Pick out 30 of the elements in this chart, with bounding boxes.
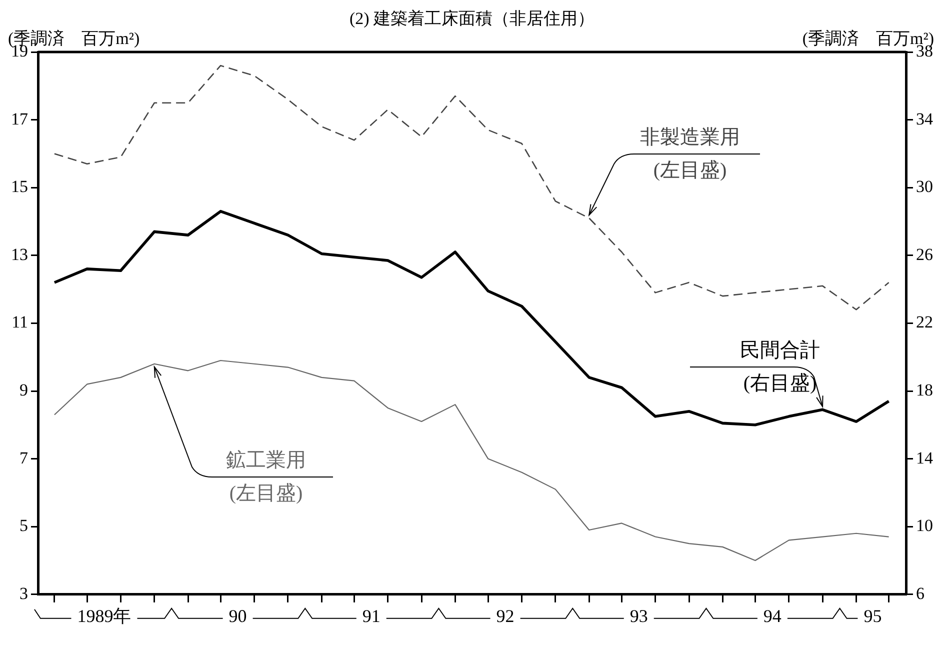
y2-tick-label: 6 xyxy=(916,584,924,603)
x-tick-label: 94 xyxy=(763,606,782,626)
y2-tick-label: 30 xyxy=(916,177,933,196)
y-tick-label: 7 xyxy=(20,448,28,468)
y-tick-label: 3 xyxy=(20,584,28,603)
x-tick-label: 92 xyxy=(496,606,514,626)
y2-tick-label: 34 xyxy=(916,109,934,128)
x-tick-label: 91 xyxy=(362,606,380,626)
y-tick-label: 5 xyxy=(20,516,28,536)
chart-title: (2) 建築着工床面積（非居住用） xyxy=(349,9,595,28)
annotation: (左目盛) xyxy=(653,159,727,182)
y2-tick-label: 26 xyxy=(916,244,933,264)
x-tick-label: 90 xyxy=(228,606,247,626)
y2-tick-label: 10 xyxy=(916,516,933,536)
y-tick-label: 11 xyxy=(12,312,28,332)
y2-tick-label: 14 xyxy=(916,448,934,468)
annotation: (左目盛) xyxy=(229,482,303,504)
y-tick-label: 15 xyxy=(11,177,28,196)
x-tick-label: 93 xyxy=(630,606,648,626)
y-tick-label: 9 xyxy=(20,380,28,400)
y2-tick-label: 18 xyxy=(916,380,933,400)
text: 民間合計 xyxy=(740,339,820,362)
y-tick-label: 13 xyxy=(11,244,28,264)
text: 鉱工業用 xyxy=(226,449,306,472)
x-tick-label: 95 xyxy=(864,606,882,626)
y-tick-label: 17 xyxy=(11,109,28,128)
line-series xyxy=(54,64,890,310)
y2-tick-label: 22 xyxy=(916,312,933,332)
x-tick-label: 1989年 xyxy=(77,606,132,626)
text: 非製造業用 xyxy=(640,126,740,148)
